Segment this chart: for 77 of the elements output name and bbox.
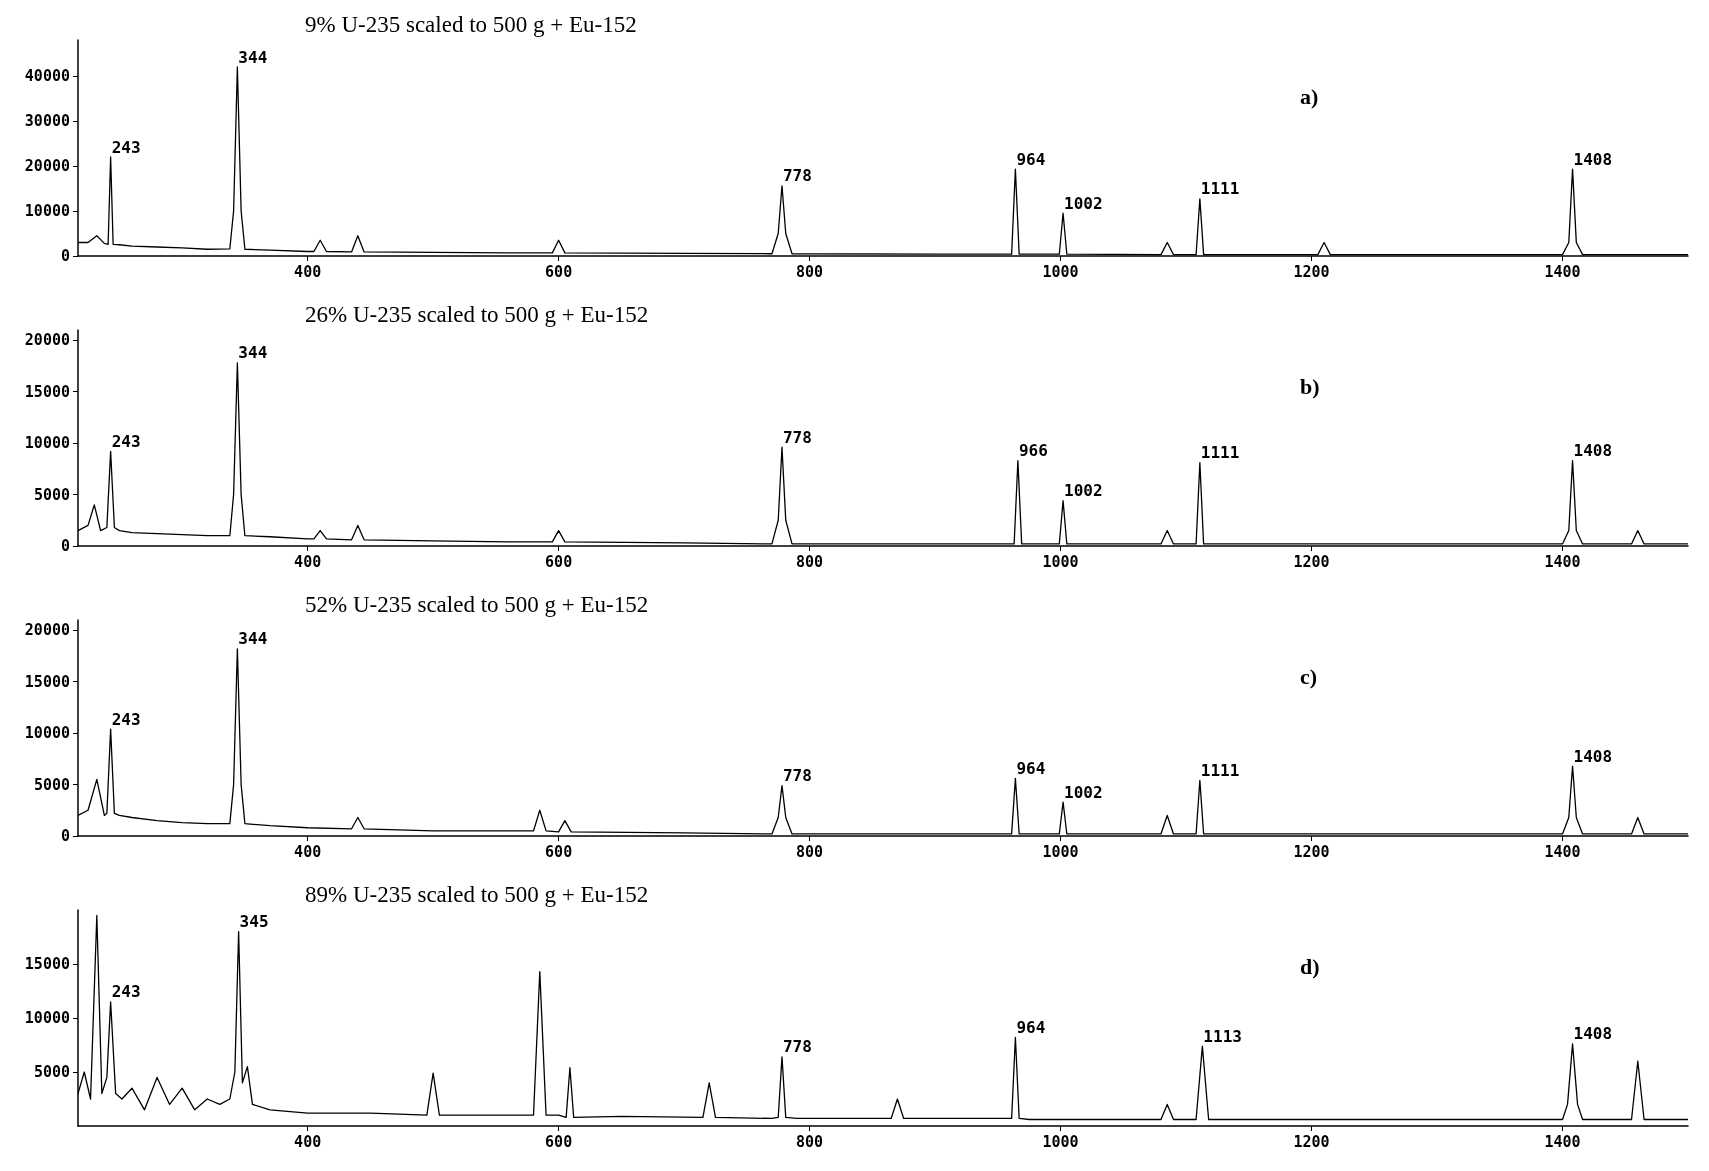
x-tick-label: 1400 — [1544, 262, 1581, 281]
y-tick-label: 15000 — [24, 955, 70, 973]
x-tick-label: 1400 — [1544, 1132, 1581, 1151]
annotation: 243 — [111, 137, 141, 157]
y-tick-label: 10000 — [24, 202, 70, 220]
annotation: 1113 — [1203, 1026, 1242, 1046]
annotation: 1111 — [1200, 760, 1240, 780]
annotation: 344 — [238, 629, 268, 649]
annotation: 1408 — [1573, 1024, 1613, 1044]
x-tick-label: 600 — [545, 1132, 573, 1151]
annotation: 1002 — [1064, 782, 1103, 802]
annotation: 964 — [1016, 149, 1046, 169]
chart-title: 89% U-235 scaled to 500 g + Eu-152 — [305, 882, 649, 907]
annotation: 344 — [238, 47, 268, 67]
chart-title: 9% U-235 scaled to 500 g + Eu-152 — [305, 12, 637, 37]
annotation: 344 — [238, 343, 268, 363]
y-tick-label: 20000 — [24, 621, 70, 640]
y-tick-label: 10000 — [24, 1009, 70, 1027]
y-tick-label: 30000 — [24, 112, 70, 130]
annotation: a) — [1300, 83, 1319, 109]
x-tick-label: 400 — [294, 552, 322, 571]
annotation: 778 — [782, 166, 812, 186]
y-tick-label: 5000 — [33, 1063, 70, 1081]
annotation: 243 — [111, 709, 141, 729]
x-tick-label: 1200 — [1293, 262, 1330, 281]
annotation: 1408 — [1573, 441, 1613, 461]
x-tick-label: 600 — [545, 552, 573, 571]
x-tick-label: 1000 — [1042, 552, 1079, 571]
y-tick-label: 10000 — [24, 434, 70, 453]
annotation: d) — [1300, 953, 1320, 979]
annotation: c) — [1300, 663, 1318, 689]
annotation: 966 — [1018, 441, 1048, 461]
annotation: 243 — [111, 431, 141, 451]
y-tick-label: 5000 — [33, 775, 70, 794]
annotation: 964 — [1016, 758, 1046, 778]
x-tick-label: 600 — [545, 842, 573, 861]
x-tick-label: 1200 — [1293, 1132, 1330, 1151]
y-tick-label: 10000 — [24, 724, 70, 743]
x-tick-label: 1400 — [1544, 842, 1581, 861]
annotation: 1002 — [1064, 193, 1103, 213]
annotation: 778 — [782, 427, 812, 447]
x-tick-label: 800 — [796, 262, 824, 281]
x-tick-label: 800 — [796, 552, 824, 571]
x-tick-label: 1400 — [1544, 552, 1581, 571]
y-tick-label: 15000 — [24, 382, 70, 401]
annotation: 1408 — [1573, 149, 1613, 169]
x-tick-label: 1000 — [1042, 842, 1079, 861]
annotation: 964 — [1016, 1017, 1046, 1037]
annotation: 778 — [782, 766, 812, 786]
x-tick-label: 1200 — [1293, 842, 1330, 861]
y-tick-label: 0 — [60, 537, 70, 555]
annotation: 243 — [111, 982, 141, 1002]
y-tick-label: 0 — [60, 247, 70, 265]
x-tick-label: 800 — [796, 842, 824, 861]
x-tick-label: 1000 — [1042, 262, 1079, 281]
x-tick-label: 600 — [545, 262, 573, 281]
annotation: b) — [1300, 373, 1320, 399]
annotation: 1111 — [1200, 179, 1240, 199]
annotation: 1111 — [1200, 443, 1240, 463]
x-tick-label: 1200 — [1293, 552, 1330, 571]
y-tick-label: 5000 — [33, 485, 70, 504]
y-tick-label: 0 — [60, 827, 70, 845]
x-tick-label: 400 — [294, 262, 322, 281]
y-tick-label: 20000 — [24, 157, 70, 175]
x-tick-label: 800 — [796, 1132, 824, 1151]
x-tick-label: 400 — [294, 1132, 322, 1151]
y-tick-label: 20000 — [24, 331, 70, 350]
annotation: 1408 — [1573, 746, 1613, 766]
annotation: 345 — [239, 912, 269, 932]
chart-title: 52% U-235 scaled to 500 g + Eu-152 — [305, 592, 649, 617]
chart-title: 26% U-235 scaled to 500 g + Eu-152 — [305, 302, 649, 327]
y-tick-label: 15000 — [24, 672, 70, 691]
y-tick-label: 40000 — [24, 67, 70, 85]
annotation: 1002 — [1064, 481, 1103, 501]
annotation: 778 — [782, 1037, 812, 1057]
x-tick-label: 1000 — [1042, 1132, 1079, 1151]
x-tick-label: 400 — [294, 842, 322, 861]
